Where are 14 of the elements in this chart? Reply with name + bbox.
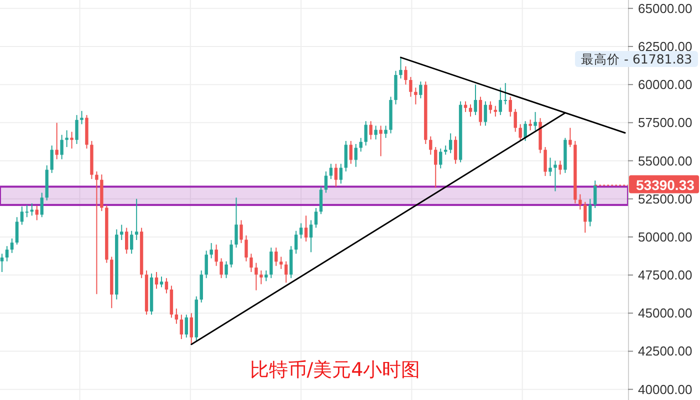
annotation: 最高价 - 61781.83 [581,52,692,66]
y-tick-label: 50000.00 [638,229,692,244]
ref-line-label: 53390.33 [636,176,695,193]
y-tick-label: 45000.00 [638,306,692,321]
y-tick-label: 55000.00 [638,153,692,168]
y-tick-label: 60000.00 [638,77,692,92]
y-tick-label: 62500.00 [638,38,692,54]
y-tick-label: 42500.00 [638,344,692,359]
y-tick-label: 57500.00 [638,115,692,130]
y-tick-label: 65000.00 [638,0,692,16]
y-tick-label: 47500.00 [638,268,692,283]
y-tick-label: 52500.00 [638,191,692,206]
y-tick-label: 40000.00 [638,382,692,397]
annotation: 比特币/美元4小时图 [250,359,420,381]
